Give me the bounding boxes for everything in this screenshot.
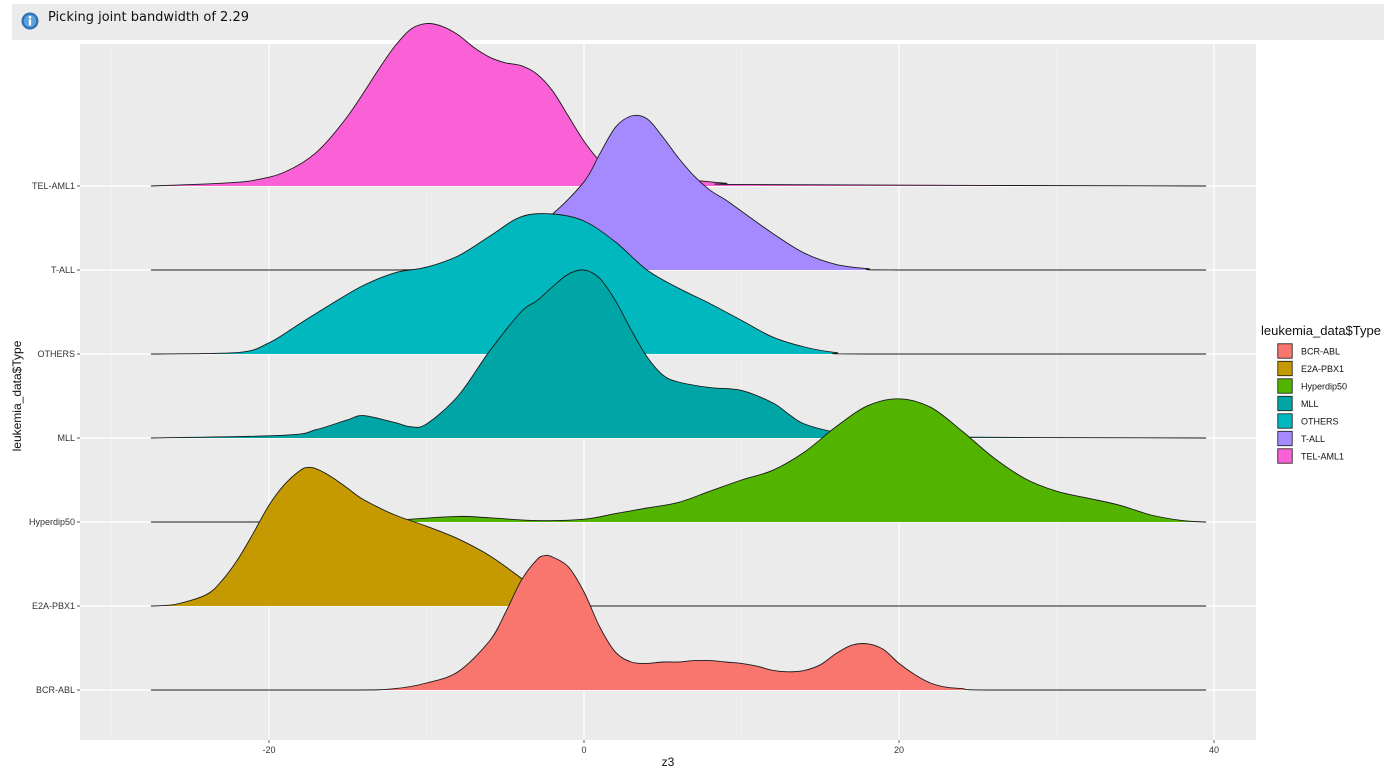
ridge-fill-bcr-abl (150, 555, 1207, 690)
ridge-fill-e2a-pbx1 (150, 467, 1207, 606)
ridge-fill-others (150, 213, 1207, 354)
y-axis-title: leukemia_data$Type (10, 340, 24, 451)
ridge-fill-tel-aml1 (150, 23, 1207, 187)
legend-swatch (1277, 413, 1293, 429)
legend-swatch (1277, 448, 1293, 464)
legend-swatch (1277, 395, 1293, 412)
y-tick-label: E2A-PBX1 (32, 601, 75, 611)
ridge-outline-others (150, 213, 1207, 355)
y-tick-label: Hyperdip50 (29, 517, 75, 527)
ridge-outline-mll (150, 269, 1207, 439)
x-tick-label: 40 (1209, 745, 1219, 755)
info-icon (21, 12, 39, 30)
ridge-fill-t-all (150, 115, 1207, 270)
ridge-fill-hyperdip50 (150, 398, 1207, 522)
legend-label: MLL (1301, 399, 1319, 409)
legend-swatch (1277, 360, 1293, 377)
y-tick-label: MLL (57, 433, 75, 443)
y-tick-label: OTHERS (37, 349, 75, 359)
y-tick-label: T-ALL (51, 265, 75, 275)
legend-swatch (1277, 430, 1293, 447)
legend-swatch (1277, 378, 1293, 394)
x-tick-label: -20 (262, 745, 275, 755)
y-tick-label: BCR-ABL (36, 685, 75, 695)
x-tick-label: 20 (894, 745, 904, 755)
x-axis: -20 0 20 40 (262, 740, 1219, 755)
legend-label: OTHERS (1301, 417, 1339, 427)
legend: leukemia_data$Type BCR-ABL E2A-PBX1 Hyperd… (1261, 323, 1381, 464)
legend-swatch (1277, 343, 1293, 359)
density-ridges (150, 23, 1207, 691)
ridge-outline-hyperdip50 (150, 398, 1207, 523)
ridge-fill-mll (150, 269, 1207, 438)
legend-title: leukemia_data$Type (1261, 323, 1381, 338)
y-tick-label: TEL-AML1 (32, 181, 75, 191)
legend-label: TEL-AML1 (1301, 452, 1344, 462)
legend-label: BCR-ABL (1301, 347, 1340, 357)
x-axis-title: z3 (662, 755, 675, 769)
message-bar: Picking joint bandwidth of 2.29 (12, 4, 1384, 40)
legend-label: Hyperdip50 (1301, 382, 1347, 392)
x-tick-label: 0 (581, 745, 586, 755)
ridge-outline-bcr-abl (150, 554, 1207, 691)
legend-label: E2A-PBX1 (1301, 364, 1344, 374)
message-text: Picking joint bandwidth of 2.29 (48, 10, 250, 25)
legend-label: T-ALL (1301, 434, 1325, 444)
y-axis: BCR-ABL E2A-PBX1 Hyperdip50 MLL OTHERS T-ALL T… (29, 181, 80, 695)
